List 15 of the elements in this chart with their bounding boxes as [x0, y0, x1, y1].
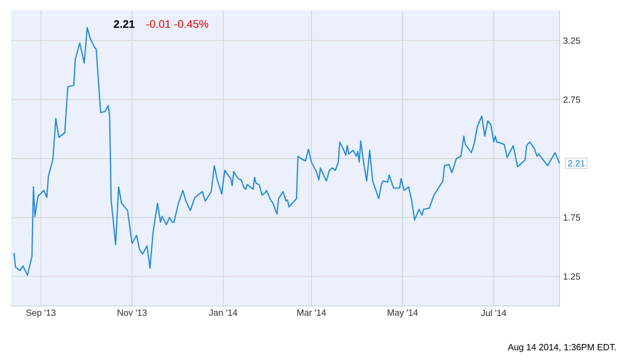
x-tick-label: May '14: [388, 310, 418, 318]
y-tick-label: 1.75: [564, 214, 580, 221]
x-tick-label: Jul '14: [481, 310, 506, 316]
line-series: [13, 27, 560, 276]
y-tick-label: 3.25: [563, 37, 580, 44]
x-tick-label: Nov '13: [118, 310, 147, 316]
text: 2.21: [114, 20, 135, 28]
text: Aug 14 2014, 1:36PM EDT.: [508, 344, 616, 352]
annotation: 2.21: [568, 160, 585, 166]
x-tick-label: Mar '14: [297, 310, 326, 316]
x-tick-label: Jan '14: [209, 310, 238, 316]
text: -0.01 -0.45%: [146, 20, 208, 28]
y-tick-label: 2.75: [563, 96, 580, 103]
x-tick-label: Sep '13: [26, 310, 56, 318]
y-tick-label: 1.25: [564, 273, 580, 280]
